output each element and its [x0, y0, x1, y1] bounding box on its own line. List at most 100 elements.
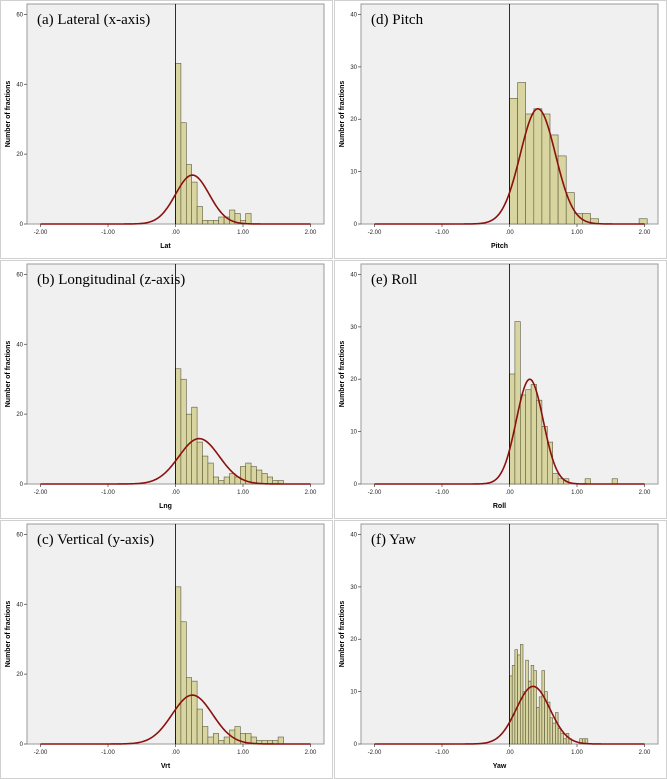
histogram-bar	[528, 680, 532, 745]
x-tick-label: .00	[171, 490, 180, 496]
histogram-bar	[509, 675, 513, 745]
x-tick-label: -2.00	[34, 490, 48, 496]
histogram-bar	[525, 389, 532, 485]
x-tick-label: -2.00	[368, 230, 382, 236]
histogram-bar	[511, 665, 516, 745]
histogram-chart: 0 10 20 30 40 -2.00 -1.00 .00 1.00 2.00 (d) Pitch N…	[334, 0, 667, 259]
histogram-bar	[240, 466, 247, 485]
panel-frame	[0, 260, 333, 519]
histogram-chart: 0 10 20 30 40 -2.00 -1.00 .00 1.00 2.00 (e) Roll Nu…	[334, 260, 667, 519]
y-tick-label: 0	[354, 482, 358, 488]
histogram-bar	[552, 473, 559, 485]
histogram-bar	[196, 441, 203, 485]
x-tick-label: 2.00	[305, 230, 317, 236]
y-tick-label: 20	[16, 152, 23, 158]
y-tick-label: 20	[16, 412, 23, 418]
histogram-bar	[213, 476, 220, 485]
histogram-chart: 0 10 20 30 40 -2.00 -1.00 .00 1.00 2.00 (f) Yaw Num…	[334, 520, 667, 779]
y-tick-label: 40	[350, 272, 357, 278]
panel-f: 0 10 20 30 40 -2.00 -1.00 .00 1.00 2.00 (f) Yaw Num…	[334, 520, 667, 779]
panel-title: (f) Yaw	[371, 532, 416, 548]
histogram-bar	[175, 63, 182, 225]
y-tick-label: 40	[350, 532, 357, 538]
histogram-bar	[186, 413, 193, 485]
x-tick-label: 2.00	[639, 230, 651, 236]
histogram-bar	[522, 691, 526, 745]
histogram-bar	[533, 108, 543, 225]
y-tick-label: 10	[350, 430, 357, 436]
panel-e: 0 10 20 30 40 -2.00 -1.00 .00 1.00 2.00 (e) Roll Nu…	[334, 260, 667, 519]
y-tick-label: 0	[20, 482, 24, 488]
y-tick-label: 30	[350, 325, 357, 331]
histogram-bar	[530, 384, 537, 485]
x-tick-label: 1.00	[571, 750, 583, 756]
histogram-bar	[207, 462, 214, 485]
panel-d: 0 10 20 30 40 -2.00 -1.00 .00 1.00 2.00 (d) Pitch N…	[334, 0, 667, 259]
panel-a: 0 20 40 60 -2.00 -1.00 .00 1.00 2.00 (a) Lateral …	[0, 0, 333, 259]
panel-c: 0 20 40 60 -2.00 -1.00 .00 1.00 2.00 (c) Vertical…	[0, 520, 333, 779]
histogram-bar	[530, 665, 535, 745]
histogram-bar	[549, 717, 554, 745]
x-tick-label: -2.00	[368, 490, 382, 496]
y-tick-label: 60	[16, 12, 23, 18]
x-tick-label: 2.00	[639, 750, 651, 756]
y-tick-label: 40	[350, 12, 357, 18]
histogram-bar	[560, 733, 564, 745]
x-tick-label: .00	[505, 230, 514, 236]
histogram-bar	[175, 368, 182, 485]
y-tick-label: 20	[350, 377, 357, 383]
histogram-bar	[191, 181, 198, 225]
x-tick-label: .00	[505, 490, 514, 496]
histogram-bar	[213, 733, 220, 745]
histogram-bar	[256, 469, 263, 485]
x-axis-label: Lat	[160, 243, 171, 250]
x-axis-label: Lng	[159, 503, 172, 510]
y-tick-label: 40	[16, 602, 23, 608]
panel-title: (c) Vertical (y-axis)	[37, 532, 154, 548]
histogram-bar	[218, 740, 225, 745]
y-axis-label: Number of fractions	[5, 81, 12, 148]
histogram-bar	[514, 649, 518, 745]
histogram-bar	[245, 213, 252, 225]
histogram-bar	[207, 220, 214, 225]
histogram-bar	[202, 726, 209, 745]
histogram-bar	[186, 164, 193, 225]
x-tick-label: 1.00	[237, 750, 249, 756]
histogram-bar	[234, 213, 241, 225]
y-axis-label: Number of fractions	[5, 341, 12, 408]
panel-b: 0 20 40 60 -2.00 -1.00 .00 1.00 2.00 (b) Longitud…	[0, 260, 333, 519]
normal-curve	[374, 685, 645, 745]
y-tick-label: 10	[350, 690, 357, 696]
histogram-bar	[213, 220, 220, 225]
x-tick-label: .00	[505, 750, 514, 756]
x-tick-label: -1.00	[101, 490, 115, 496]
x-axis-label: Roll	[493, 503, 506, 510]
histogram-bar	[557, 155, 567, 225]
y-tick-label: 40	[16, 342, 23, 348]
normal-curve	[40, 694, 311, 745]
panel-title: (e) Roll	[371, 272, 417, 288]
histogram-bar	[277, 736, 284, 745]
y-tick-label: 60	[16, 532, 23, 538]
histogram-bar	[196, 708, 203, 745]
x-tick-label: -2.00	[34, 230, 48, 236]
y-axis-label: Number of fractions	[339, 341, 346, 408]
x-tick-label: -1.00	[435, 490, 449, 496]
histogram-chart: 0 20 40 60 -2.00 -1.00 .00 1.00 2.00 (b) Longitud…	[0, 260, 333, 519]
histogram-bar	[266, 476, 273, 485]
x-tick-label: 2.00	[639, 490, 651, 496]
y-tick-label: 60	[16, 272, 23, 278]
histogram-bar	[541, 670, 545, 745]
histogram-bar	[180, 378, 187, 485]
histogram-bar	[538, 696, 543, 745]
normal-curve	[374, 378, 645, 485]
x-tick-label: -2.00	[34, 750, 48, 756]
histogram-bar	[218, 480, 225, 485]
histogram-bar	[525, 659, 529, 745]
histogram-bar	[191, 680, 198, 745]
histogram-bar	[223, 476, 230, 485]
y-tick-label: 0	[20, 742, 24, 748]
x-tick-label: -2.00	[368, 750, 382, 756]
histogram-chart: 0 20 40 60 -2.00 -1.00 .00 1.00 2.00 (a) Lateral …	[0, 0, 333, 259]
histogram-bar	[517, 654, 521, 745]
